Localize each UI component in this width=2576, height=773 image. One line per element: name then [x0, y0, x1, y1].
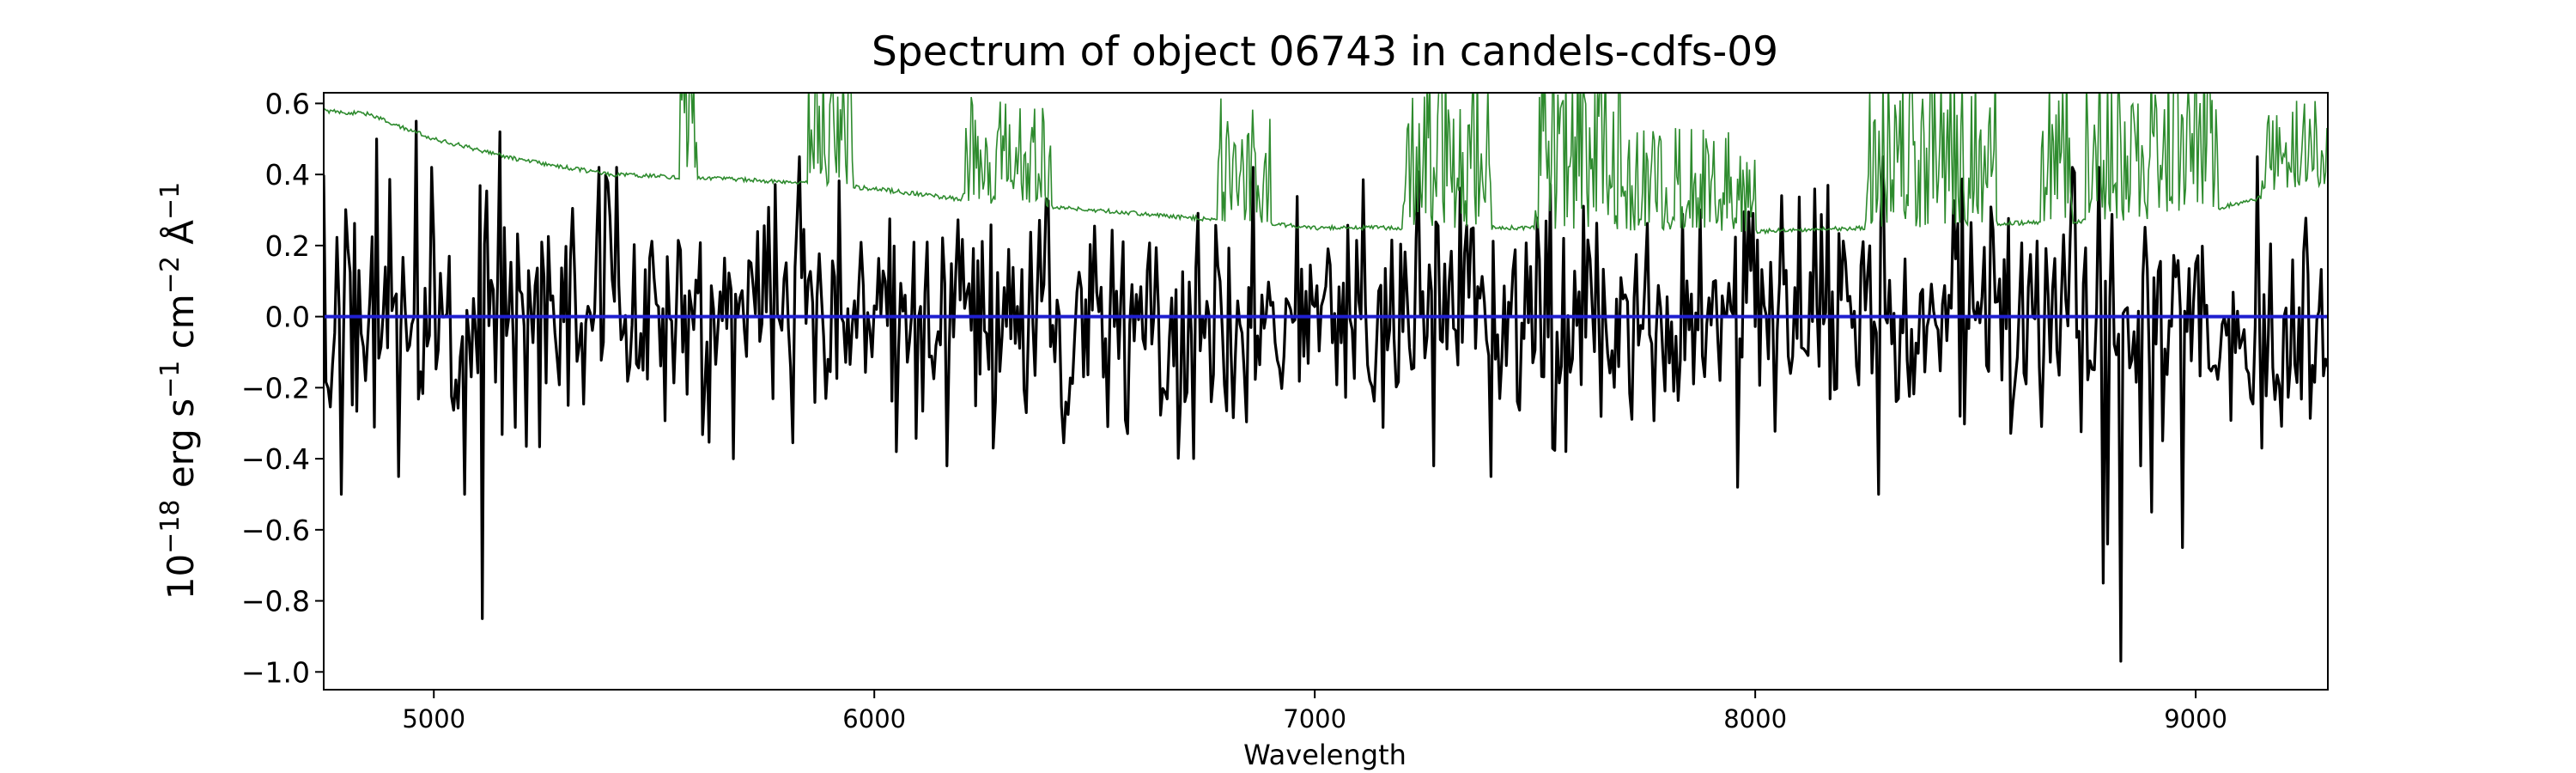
error-spectrum-line	[324, 93, 2328, 235]
y-label-exp3: −2	[155, 256, 185, 294]
y-tick-label: 0.2	[265, 229, 310, 263]
y-tick-label: 0.4	[265, 158, 310, 192]
flux-spectrum-line	[324, 119, 2328, 663]
y-label-base: 10	[160, 554, 202, 600]
x-tick-label: 5000	[402, 704, 465, 733]
y-tick-label: 0.6	[265, 87, 310, 120]
y-label-t2: cm	[160, 294, 202, 360]
y-tick-label: −0.4	[241, 442, 310, 476]
plot-frame	[323, 92, 2329, 691]
y-tick-label: −0.2	[241, 371, 310, 405]
y-label-exp4: −1	[155, 182, 185, 220]
chart-title: Spectrum of object 06743 in candels-cdfs…	[872, 28, 1778, 76]
y-axis-label: 10−18 erg s−1 cm−2 Å−1	[155, 182, 203, 600]
y-label-t1: erg s	[160, 399, 202, 500]
y-tick-label: 0.0	[265, 301, 310, 334]
y-tick-label: −1.0	[241, 655, 310, 689]
x-tick-label: 6000	[842, 704, 906, 733]
y-label-t3: Å	[159, 220, 202, 256]
x-tick-label: 7000	[1283, 704, 1346, 733]
x-tick-label: 9000	[2164, 704, 2227, 733]
x-axis-label: Wavelength	[1243, 739, 1406, 771]
y-axis: 0.6 0.4 0.2 0.0 −0.2 −0.4 −0.6 −0.8 −1.0	[241, 87, 324, 689]
y-label-exp2: −1	[155, 361, 185, 399]
x-axis: 5000 6000 7000 8000 9000	[402, 690, 2227, 733]
y-tick-label: −0.8	[241, 585, 310, 618]
y-tick-label: −0.6	[241, 514, 310, 547]
x-tick-label: 8000	[1723, 704, 1787, 733]
series-layer	[324, 93, 2328, 663]
y-label-exp1: −18	[155, 500, 185, 554]
